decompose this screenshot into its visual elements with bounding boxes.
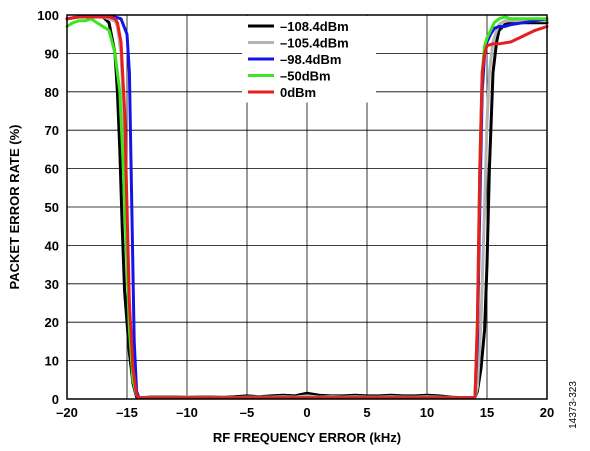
y-tick-label: 0 <box>52 392 59 407</box>
y-tick-label: 60 <box>45 162 59 177</box>
y-tick-label: 50 <box>45 200 59 215</box>
legend-label: 0dBm <box>280 85 316 100</box>
figure-id: 14373-323 <box>568 381 579 429</box>
x-tick-label: –15 <box>116 405 138 420</box>
y-axis-title: PACKET ERROR RATE (%) <box>7 125 22 290</box>
series-line <box>65 15 549 400</box>
x-tick-label: –5 <box>240 405 254 420</box>
legend-label: –105.4dBm <box>280 36 349 51</box>
x-axis-title: RF FREQUENCY ERROR (kHz) <box>213 430 401 445</box>
x-tick-label: 5 <box>363 405 370 420</box>
y-tick-label: 70 <box>45 123 59 138</box>
y-tick-label: 20 <box>45 315 59 330</box>
y-tick-label: 40 <box>45 238 59 253</box>
series-line <box>65 15 549 400</box>
y-tick-label: 30 <box>45 277 59 292</box>
x-tick-label: –10 <box>176 405 198 420</box>
legend-label: –50dBm <box>280 69 331 84</box>
x-tick-label: –20 <box>56 405 78 420</box>
x-tick-labels: –20 –15 –10 –5 0 5 10 15 20 <box>56 405 554 420</box>
x-tick-label: 15 <box>480 405 494 420</box>
x-tick-label: 20 <box>540 405 554 420</box>
legend-label: –108.4dBm <box>280 19 349 34</box>
y-tick-label: 80 <box>45 85 59 100</box>
series-lines <box>65 15 549 400</box>
x-tick-label: 0 <box>303 405 310 420</box>
y-tick-label: 10 <box>45 354 59 369</box>
y-tick-label: 100 <box>37 8 59 23</box>
plot-frame <box>66 14 548 400</box>
x-tick-label: 10 <box>420 405 434 420</box>
y-tick-label: 90 <box>45 46 59 61</box>
legend-label: –98.4dBm <box>280 52 341 67</box>
y-tick-labels: 0 10 20 30 40 50 60 70 80 90 100 <box>37 8 59 407</box>
